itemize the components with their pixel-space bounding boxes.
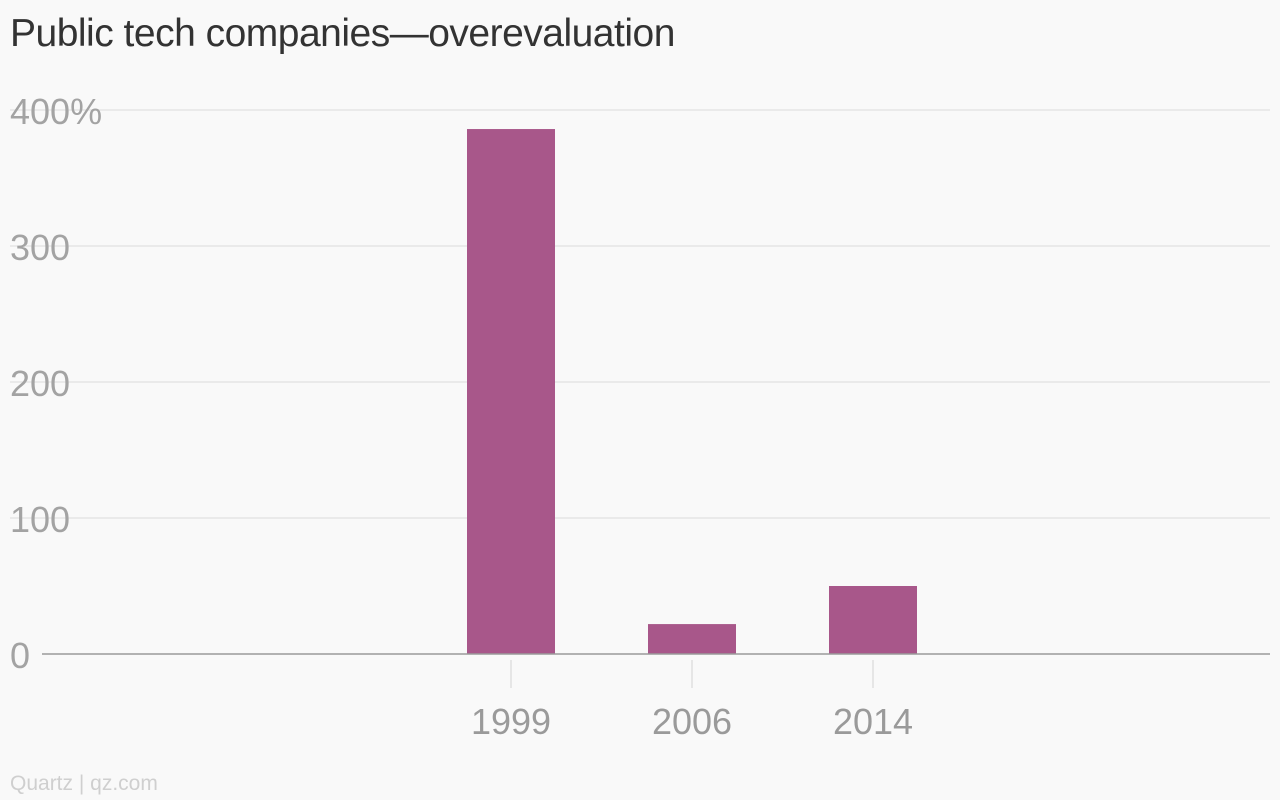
x-axis: 1999 2006 2014	[42, 653, 1270, 742]
gridlines	[10, 109, 1270, 519]
y-tick-label: 0	[10, 635, 30, 676]
bars	[467, 129, 917, 655]
source-credit: Quartz | qz.com	[10, 772, 158, 795]
y-tick-label: 400%	[10, 91, 102, 132]
y-axis: 0 100 200 300 400%	[10, 91, 102, 676]
bar-1999	[467, 129, 555, 655]
bar-2006	[648, 624, 736, 654]
y-tick-label: 100	[10, 499, 70, 540]
chart-title: Public tech companies—overevaluation	[10, 12, 675, 55]
bar-2014	[829, 586, 917, 654]
y-tick-label: 200	[10, 363, 70, 404]
x-tick-label: 1999	[471, 701, 551, 742]
x-tick-label: 2014	[833, 701, 913, 742]
y-tick-label: 300	[10, 227, 70, 268]
x-tick-label: 2006	[652, 701, 732, 742]
